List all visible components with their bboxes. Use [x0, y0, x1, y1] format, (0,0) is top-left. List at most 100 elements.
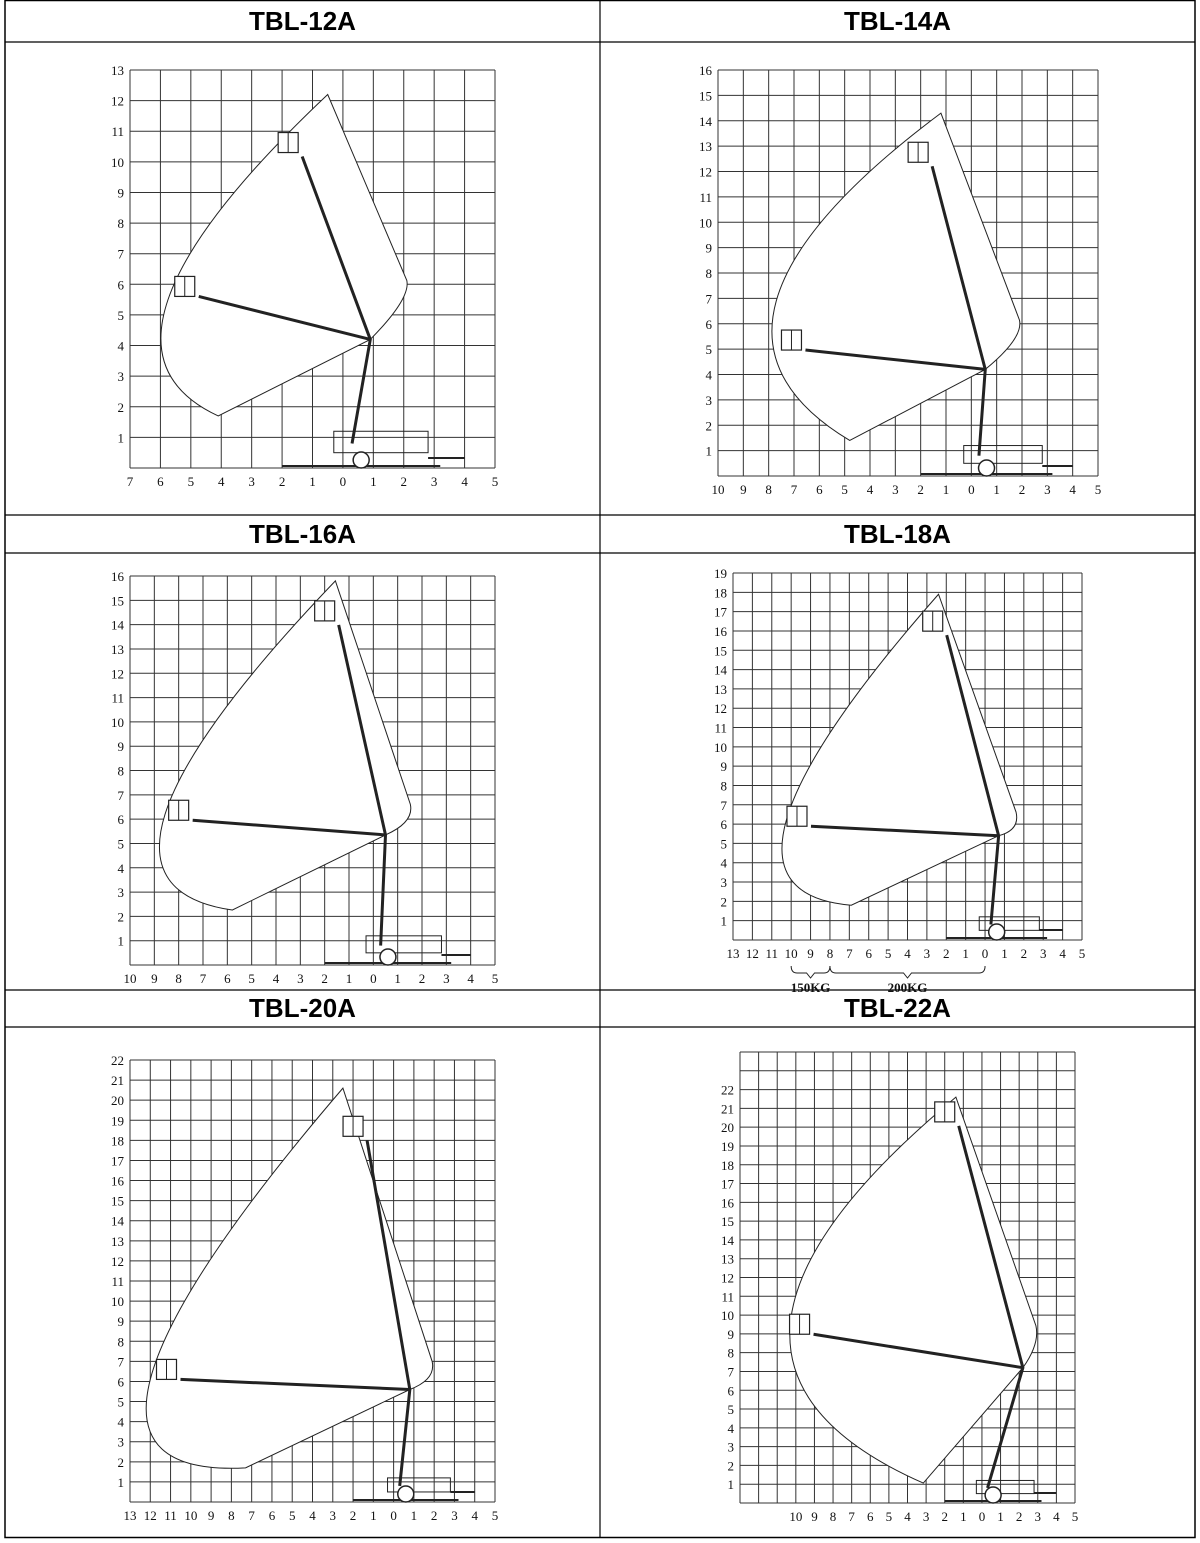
- y-tick-label: 10: [111, 155, 124, 170]
- x-tick-label: 13: [124, 1508, 137, 1523]
- y-tick-label: 8: [721, 778, 728, 793]
- chassis: [978, 916, 1040, 931]
- y-tick-label: 7: [118, 247, 125, 262]
- chassis: [365, 935, 442, 954]
- y-tick-label: 16: [111, 569, 125, 584]
- y-tick-label: 19: [111, 1113, 124, 1128]
- x-tick-label: 5: [248, 971, 255, 986]
- x-tick-label: 1: [411, 1508, 418, 1523]
- y-tick-label: 14: [111, 618, 125, 633]
- x-tick-label: 3: [923, 1509, 930, 1524]
- y-tick-label: 8: [118, 216, 125, 231]
- x-tick-label: 3: [431, 474, 438, 489]
- x-tick-label: 5: [188, 474, 195, 489]
- x-tick-label: 3: [451, 1508, 458, 1523]
- x-tick-label: 3: [297, 971, 304, 986]
- x-tick-label: 1: [346, 971, 353, 986]
- y-tick-label: 17: [721, 1177, 735, 1192]
- boom-extended: [192, 818, 386, 837]
- y-tick-label: 13: [714, 682, 727, 697]
- x-tick-label: 7: [848, 1509, 855, 1524]
- y-tick-label: 14: [699, 114, 713, 129]
- x-tick-label: 4: [1069, 482, 1076, 497]
- x-tick-label: 9: [151, 971, 158, 986]
- y-tick-label: 21: [111, 1073, 124, 1088]
- x-tick-label: 1: [997, 1509, 1004, 1524]
- y-tick-label: 1: [728, 1477, 735, 1492]
- x-tick-label: 4: [467, 971, 474, 986]
- y-tick-label: 4: [706, 368, 713, 383]
- y-tick-label: 7: [728, 1364, 735, 1379]
- x-tick-label: 7: [127, 474, 134, 489]
- y-tick-label: 12: [721, 1271, 734, 1286]
- x-tick-label: 3: [330, 1508, 337, 1523]
- y-tick-label: 2: [118, 1455, 125, 1470]
- y-tick-label: 12: [111, 666, 124, 681]
- y-tick-label: 8: [118, 1334, 125, 1349]
- x-tick-label: 6: [224, 971, 231, 986]
- y-tick-label: 16: [721, 1195, 735, 1210]
- chassis: [963, 445, 1043, 464]
- x-tick-label: 5: [1095, 482, 1102, 497]
- x-tick-label: 7: [248, 1508, 255, 1523]
- wheel: [352, 451, 370, 469]
- y-tick-label: 16: [111, 1174, 125, 1189]
- working-envelope: [160, 93, 408, 417]
- y-tick-label: 9: [728, 1327, 735, 1342]
- y-tick-label: 11: [699, 190, 712, 205]
- load-range-label: 150KG: [791, 980, 831, 995]
- x-tick-label: 0: [982, 946, 989, 961]
- load-range-brace: [790, 965, 831, 979]
- x-tick-label: 1: [960, 1509, 967, 1524]
- y-tick-label: 15: [111, 1194, 124, 1209]
- boom-extended: [810, 824, 999, 838]
- x-tick-label: 9: [208, 1508, 215, 1523]
- model-title: TBL-12A: [249, 6, 356, 36]
- y-tick-label: 14: [714, 663, 728, 678]
- x-tick-label: 1: [309, 474, 316, 489]
- x-tick-label: 1: [943, 482, 950, 497]
- y-tick-label: 9: [721, 759, 728, 774]
- y-tick-label: 1: [706, 444, 713, 459]
- wheel: [379, 948, 397, 966]
- x-tick-label: 5: [492, 1508, 499, 1523]
- y-tick-label: 13: [111, 1234, 124, 1249]
- y-tick-label: 2: [728, 1458, 735, 1473]
- chassis: [975, 1479, 1035, 1495]
- y-tick-label: 20: [111, 1093, 124, 1108]
- x-tick-label: 2: [419, 971, 426, 986]
- x-tick-label: 10: [184, 1508, 197, 1523]
- y-tick-label: 12: [111, 94, 124, 109]
- y-tick-label: 19: [721, 1139, 734, 1154]
- y-tick-label: 15: [714, 643, 727, 658]
- x-tick-label: 3: [443, 971, 450, 986]
- wheel: [397, 1485, 415, 1503]
- x-tick-label: 9: [807, 946, 814, 961]
- x-tick-label: 5: [885, 946, 892, 961]
- boom-extended: [805, 348, 986, 371]
- x-tick-label: 2: [917, 482, 924, 497]
- y-tick-label: 13: [111, 63, 124, 78]
- y-tick-label: 18: [721, 1158, 734, 1173]
- y-tick-label: 6: [706, 317, 713, 332]
- y-tick-label: 5: [728, 1402, 735, 1417]
- y-tick-label: 18: [714, 585, 727, 600]
- x-tick-label: 1: [993, 482, 1000, 497]
- y-tick-label: 11: [721, 1289, 734, 1304]
- y-tick-label: 16: [699, 63, 713, 78]
- x-tick-label: 4: [273, 971, 280, 986]
- y-tick-label: 3: [118, 885, 125, 900]
- y-tick-label: 11: [111, 124, 124, 139]
- x-tick-label: 3: [892, 482, 899, 497]
- x-tick-label: 1: [370, 474, 377, 489]
- x-tick-label: 2: [401, 474, 408, 489]
- x-tick-label: 7: [200, 971, 207, 986]
- working-envelope: [781, 593, 1018, 906]
- x-tick-label: 3: [248, 474, 255, 489]
- x-tick-label: 2: [1016, 1509, 1023, 1524]
- x-tick-label: 0: [390, 1508, 397, 1523]
- y-tick-label: 6: [728, 1383, 735, 1398]
- x-tick-label: 5: [492, 474, 499, 489]
- wheel: [984, 1486, 1002, 1504]
